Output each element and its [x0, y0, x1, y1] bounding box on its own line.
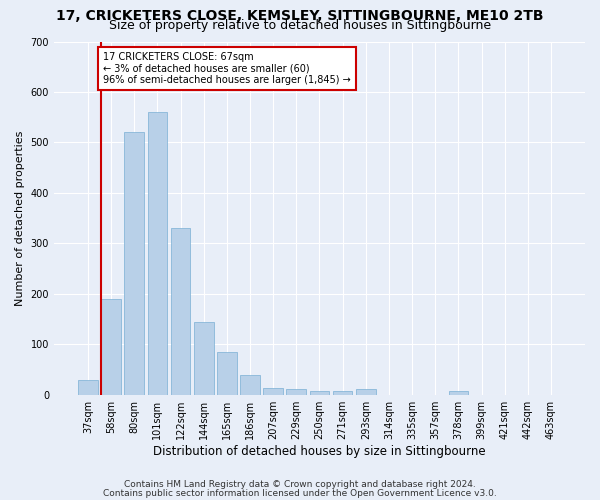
Bar: [310, 390, 329, 394]
Bar: [148, 112, 167, 395]
Bar: [194, 322, 214, 394]
Bar: [333, 390, 352, 394]
Y-axis label: Number of detached properties: Number of detached properties: [15, 130, 25, 306]
Bar: [101, 299, 121, 394]
Text: Size of property relative to detached houses in Sittingbourne: Size of property relative to detached ho…: [109, 19, 491, 32]
Bar: [240, 374, 260, 394]
Text: Contains public sector information licensed under the Open Government Licence v3: Contains public sector information licen…: [103, 489, 497, 498]
Bar: [286, 389, 306, 394]
Bar: [170, 228, 190, 394]
Bar: [263, 388, 283, 394]
Text: 17, CRICKETERS CLOSE, KEMSLEY, SITTINGBOURNE, ME10 2TB: 17, CRICKETERS CLOSE, KEMSLEY, SITTINGBO…: [56, 9, 544, 23]
X-axis label: Distribution of detached houses by size in Sittingbourne: Distribution of detached houses by size …: [153, 444, 486, 458]
Text: 17 CRICKETERS CLOSE: 67sqm
← 3% of detached houses are smaller (60)
96% of semi-: 17 CRICKETERS CLOSE: 67sqm ← 3% of detac…: [103, 52, 351, 85]
Text: Contains HM Land Registry data © Crown copyright and database right 2024.: Contains HM Land Registry data © Crown c…: [124, 480, 476, 489]
Bar: [124, 132, 144, 394]
Bar: [217, 352, 236, 395]
Bar: [356, 389, 376, 394]
Bar: [78, 380, 98, 394]
Bar: [449, 391, 468, 394]
